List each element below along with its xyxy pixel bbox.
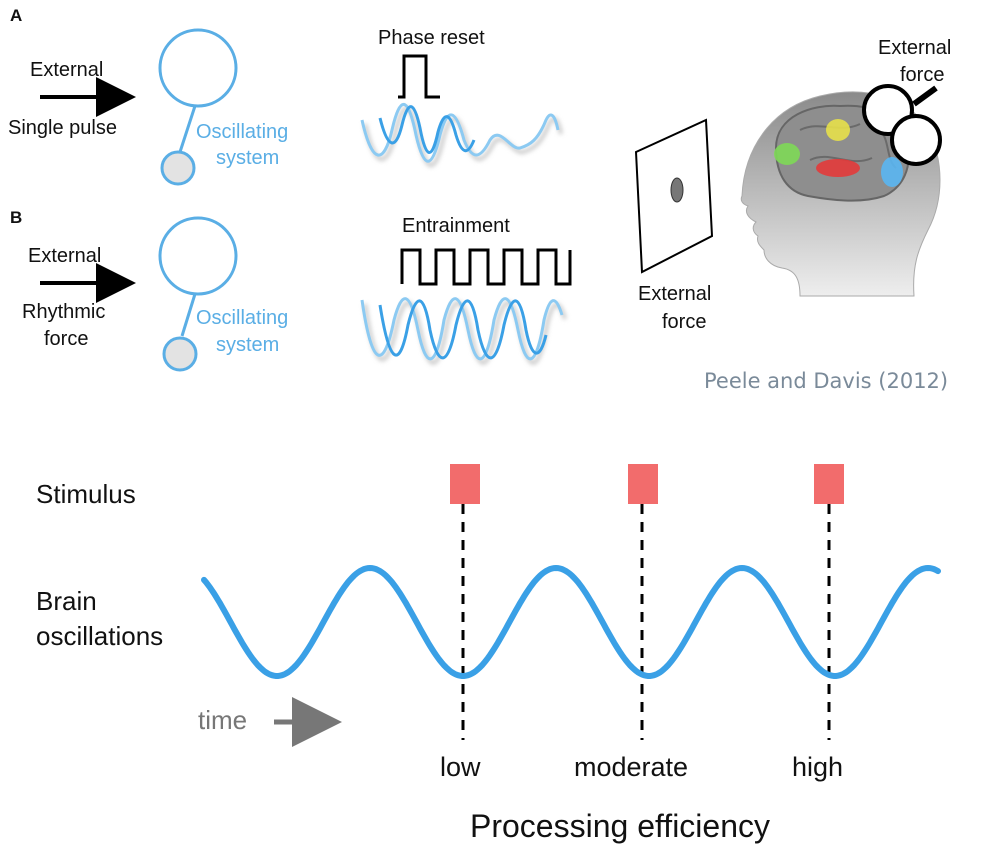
panel-a-system-label-1: Oscillating — [196, 121, 289, 143]
brain-oscillations-label-2: oscillations — [36, 621, 164, 651]
panel-b-signal — [360, 297, 567, 365]
brain-force-label-1: External — [878, 37, 952, 59]
time-label: time — [198, 705, 248, 735]
level-high: high — [792, 752, 844, 782]
entrainment-wave — [400, 248, 572, 286]
panel-b-letter: B — [10, 208, 23, 227]
panel-a-external-label: External — [30, 59, 104, 81]
panel-a-system-label-2: system — [216, 147, 280, 169]
stimulus-box-moderate — [628, 464, 658, 504]
processing-efficiency-title: Processing efficiency — [470, 808, 770, 844]
phase-reset-label: Phase reset — [378, 27, 485, 49]
citation: Peele and Davis (2012) — [704, 369, 949, 393]
brain-force-label-2: force — [900, 64, 945, 86]
stimulus-label: Stimulus — [36, 479, 136, 509]
stimulus-box-high — [814, 464, 844, 504]
stimulus-box-low — [450, 464, 480, 504]
panel-b-system-label-2: system — [216, 334, 280, 356]
panel-a-input-label: Single pulse — [8, 117, 117, 139]
panel-b-external-label: External — [28, 245, 102, 267]
panel-a-letter: A — [10, 6, 23, 25]
screen-force-label-1: External — [638, 283, 712, 305]
entrainment-label: Entrainment — [402, 215, 510, 237]
stimulation-coil — [862, 84, 942, 166]
panel-a-signal — [360, 102, 563, 167]
panel-a-oscillator — [158, 28, 238, 186]
stimulus-screen — [634, 118, 714, 274]
phase-reset-pulse — [398, 54, 440, 99]
panel-b-input-label-2: force — [44, 328, 89, 350]
brain-oscillation-wave — [201, 564, 941, 679]
panel-b-system-label-1: Oscillating — [196, 307, 289, 329]
brain-oscillations-label-1: Brain — [36, 586, 97, 616]
screen-force-label-2: force — [662, 311, 707, 333]
level-low: low — [440, 752, 481, 782]
level-moderate: moderate — [574, 752, 689, 782]
panel-b-oscillator — [158, 216, 238, 372]
panel-b-input-label-1: Rhythmic — [22, 301, 106, 323]
